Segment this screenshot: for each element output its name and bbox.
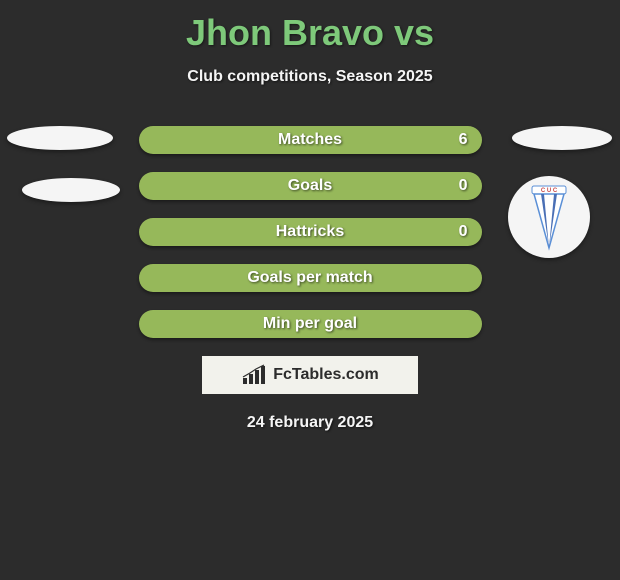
date-label: 24 february 2025 — [0, 414, 620, 432]
svg-text:C U C: C U C — [541, 188, 558, 194]
page-subtitle: Club competitions, Season 2025 — [0, 68, 620, 86]
stat-label: Min per goal — [263, 315, 357, 333]
stat-value: 0 — [459, 223, 468, 241]
player-placeholder-left-2 — [22, 178, 120, 202]
stat-label: Goals per match — [247, 269, 372, 287]
content-area: C U C Matches 6 Goals 0 Hattricks 0 Goal… — [0, 126, 620, 432]
stat-row-goals-per-match: Goals per match — [139, 264, 482, 292]
bar-chart-icon — [241, 364, 267, 386]
club-badge: C U C — [508, 176, 590, 258]
page-title: Jhon Bravo vs — [0, 0, 620, 54]
stat-value: 0 — [459, 177, 468, 195]
stat-row-min-per-goal: Min per goal — [139, 310, 482, 338]
stat-row-matches: Matches 6 — [139, 126, 482, 154]
player-placeholder-left-1 — [7, 126, 113, 150]
pennant-icon: C U C — [508, 176, 590, 258]
stat-label: Matches — [278, 131, 342, 149]
brand-badge[interactable]: FcTables.com — [202, 356, 418, 394]
player-placeholder-right-1 — [512, 126, 612, 150]
stat-label: Goals — [288, 177, 332, 195]
stat-row-goals: Goals 0 — [139, 172, 482, 200]
brand-text: FcTables.com — [273, 366, 379, 384]
stat-row-hattricks: Hattricks 0 — [139, 218, 482, 246]
stat-label: Hattricks — [276, 223, 344, 241]
stat-value: 6 — [459, 131, 468, 149]
